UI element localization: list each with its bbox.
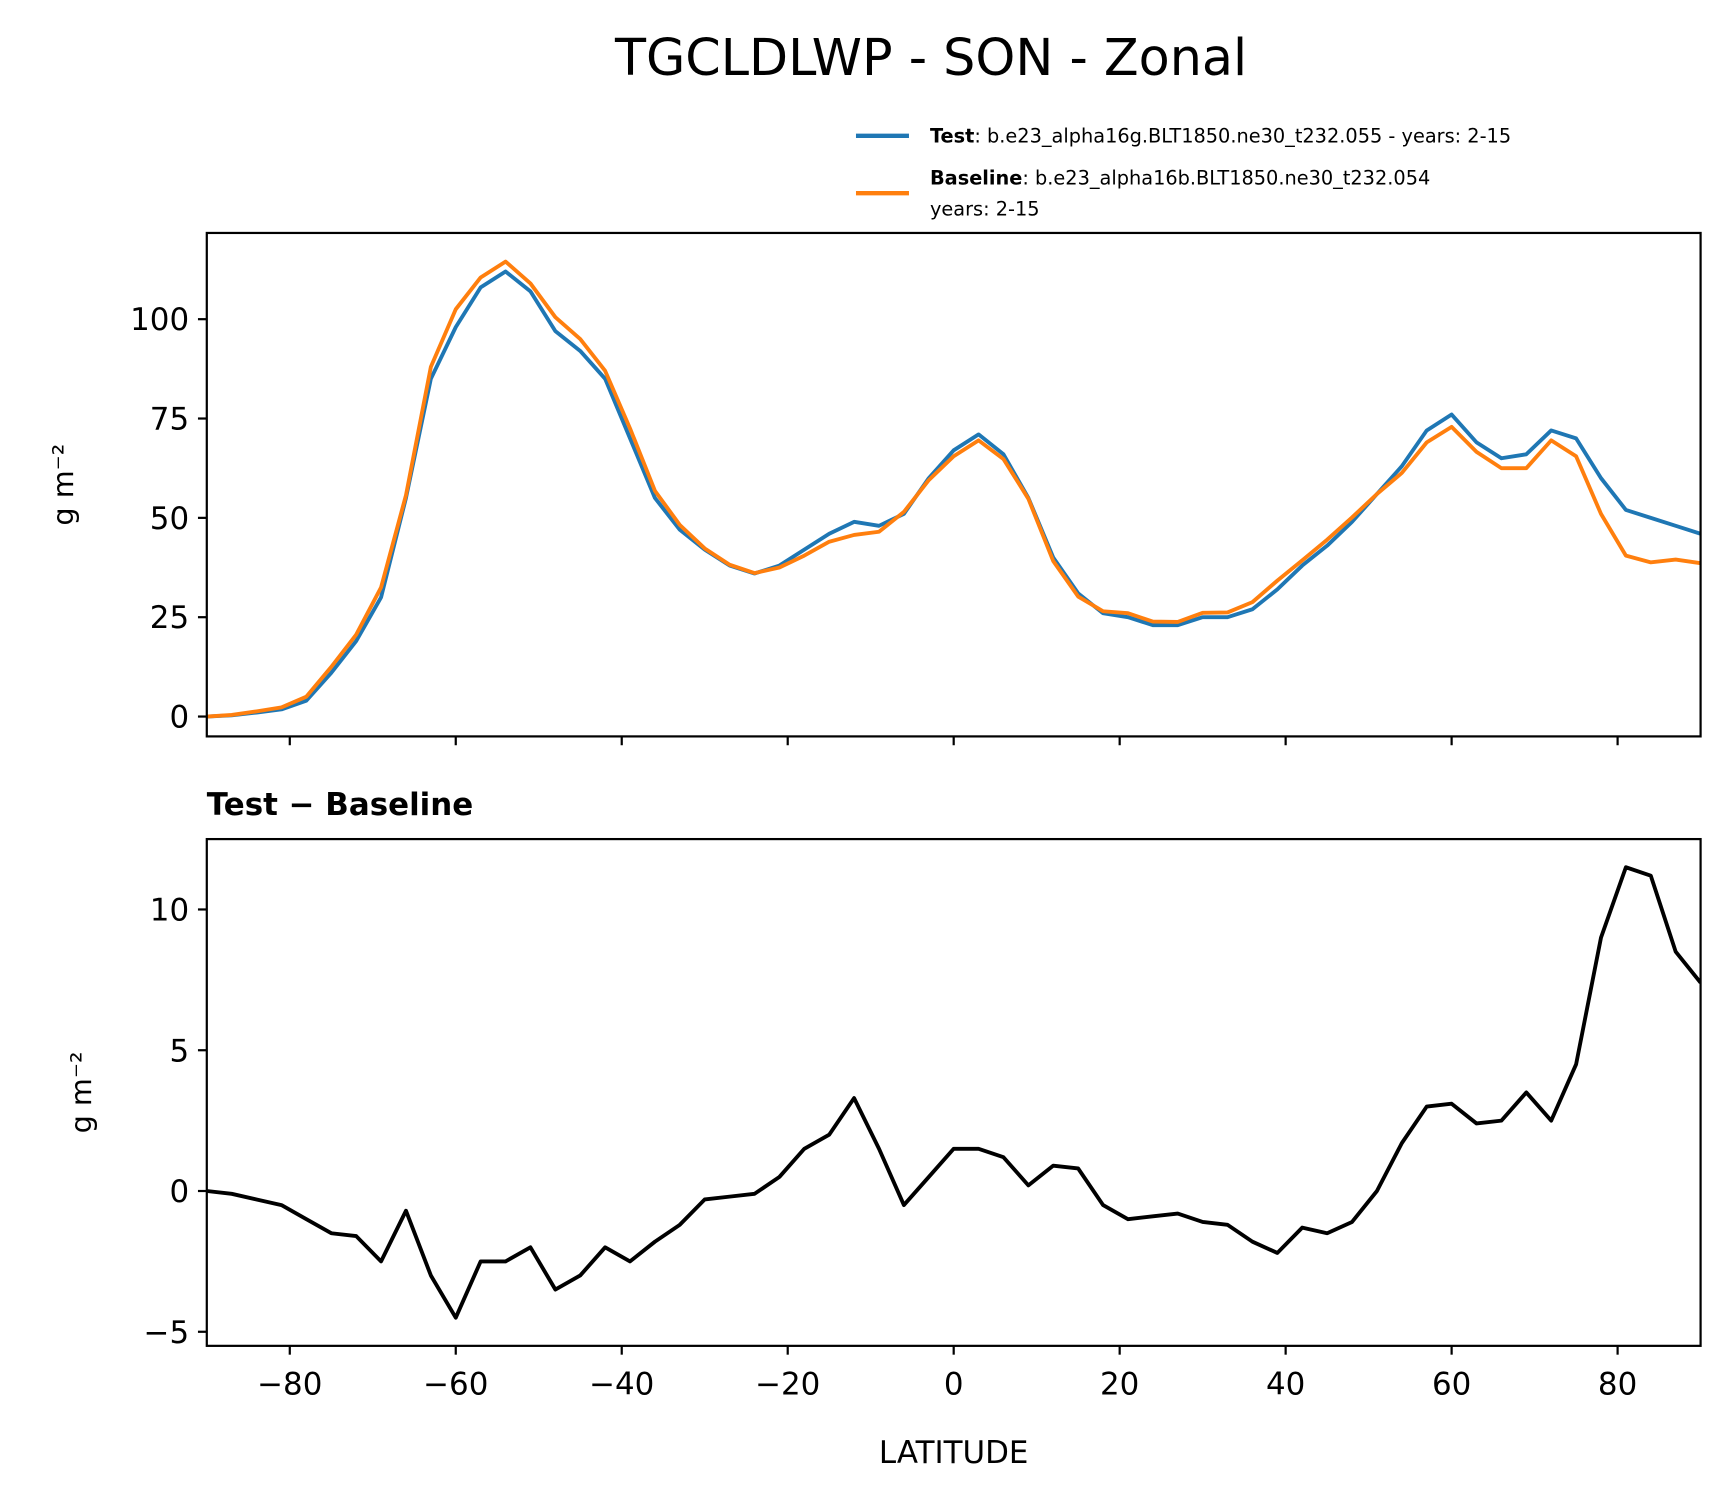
- y-tick-label: 0: [169, 1174, 189, 1210]
- y-axis-label: g m⁻²: [46, 444, 80, 526]
- legend-entry: years: 2-15: [930, 197, 1040, 220]
- legend-label: years: 2-15: [930, 197, 1040, 220]
- x-tick-label: 40: [1266, 1366, 1305, 1402]
- y-tick-label: 100: [130, 302, 189, 338]
- x-tick-label: 20: [1100, 1366, 1139, 1402]
- x-tick-label: −60: [423, 1366, 488, 1402]
- legend-entry: Baseline: b.e23_alpha16b.BLT1850.ne30_t2…: [930, 166, 1430, 189]
- x-tick-label: −80: [257, 1366, 322, 1402]
- figure-title: TGCLDLWP - SON - Zonal: [614, 28, 1247, 87]
- x-tick-label: −20: [755, 1366, 820, 1402]
- y-tick-label: 25: [150, 600, 189, 636]
- y-tick-label: 0: [169, 700, 189, 736]
- x-tick-label: 80: [1598, 1366, 1637, 1402]
- y-tick-label: 10: [150, 893, 189, 929]
- data-line: [206, 865, 1701, 1320]
- legend-entry: Test: b.e23_alpha16g.BLT1850.ne30_t232.0…: [930, 124, 1511, 147]
- x-tick-label: 60: [1432, 1366, 1471, 1402]
- x-axis-label: LATITUDE: [879, 1435, 1028, 1471]
- x-tick-label: 0: [944, 1366, 964, 1402]
- data-line: [206, 269, 1701, 719]
- y-tick-label: −5: [144, 1315, 190, 1351]
- y-axis-label: g m⁻²: [64, 1052, 98, 1134]
- y-tick-label: 75: [150, 402, 189, 438]
- x-tick-label: −40: [589, 1366, 654, 1402]
- legend-label: : b.e23_alpha16b.BLT1850.ne30_t232.054: [1022, 166, 1430, 189]
- subplot-title: Test − Baseline: [207, 787, 473, 823]
- y-tick-label: 50: [150, 501, 189, 537]
- legend-label: : b.e23_alpha16g.BLT1850.ne30_t232.055 -…: [974, 124, 1511, 147]
- data-line: [206, 259, 1701, 719]
- legend-name: Baseline: [930, 166, 1022, 189]
- y-tick-label: 5: [169, 1033, 189, 1069]
- legend-name: Test: [930, 124, 974, 147]
